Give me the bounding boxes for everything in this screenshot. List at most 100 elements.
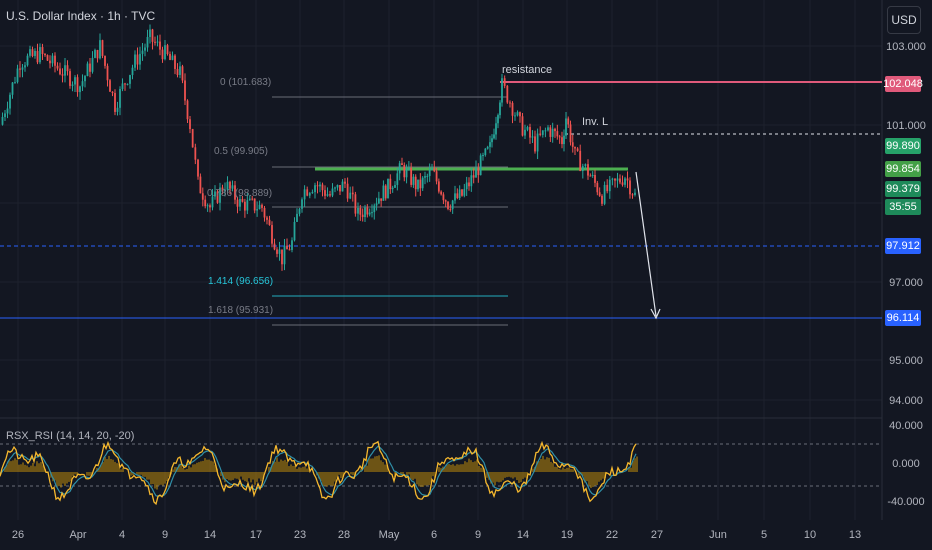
rsi-histogram-bar: [556, 466, 558, 472]
rsi-histogram-bar: [600, 472, 602, 481]
rsi-histogram-bar: [408, 472, 410, 475]
candle-body: [451, 200, 454, 210]
x-tick-label: 10: [804, 529, 816, 541]
rsi-histogram-bar: [446, 464, 448, 472]
candle-body: [503, 78, 506, 86]
rsi-histogram-bar: [588, 472, 590, 486]
candle-body: [519, 112, 521, 117]
candle-body: [64, 65, 66, 76]
candle-body: [251, 198, 254, 200]
price-tag: 35:55: [885, 199, 921, 215]
currency-button[interactable]: USD: [887, 6, 921, 34]
candle-body: [549, 127, 552, 137]
candle-body: [146, 36, 149, 48]
rsi-histogram-bar: [418, 472, 420, 487]
candle-body: [336, 185, 339, 188]
rsi-histogram-bar: [334, 472, 336, 482]
rsi-histogram-bar: [236, 472, 238, 479]
rsi-histogram-bar: [332, 472, 334, 486]
candle-body: [216, 191, 219, 203]
rsi-histogram-bar: [188, 465, 190, 472]
rsi-histogram-bar: [18, 464, 20, 472]
candle-body: [444, 200, 447, 202]
rsi-histogram-bar: [510, 472, 512, 478]
candle-body: [174, 55, 176, 69]
rsi-histogram-bar: [154, 472, 156, 489]
rsi-histogram-bar: [122, 467, 124, 472]
rsi-histogram-bar: [230, 472, 232, 481]
rsi-histogram-bar: [34, 466, 36, 472]
rsi-histogram-bar: [186, 468, 188, 472]
x-tick-label: 9: [475, 529, 481, 541]
rsi-histogram-bar: [420, 472, 422, 487]
x-tick-label: 19: [561, 529, 573, 541]
candle-body: [149, 29, 151, 37]
rsi-histogram-bar: [454, 465, 456, 472]
candle-body: [634, 192, 636, 195]
rsi-histogram-bar: [450, 464, 452, 472]
candle-body: [101, 40, 104, 56]
rsi-histogram-bar: [566, 467, 568, 472]
rsi-histogram-bar: [118, 464, 120, 472]
rsi-histogram-bar: [108, 455, 110, 472]
rsi-histogram-bar: [162, 472, 164, 486]
rsi-histogram-bar: [220, 472, 222, 476]
candle-body: [191, 129, 194, 148]
rsi-histogram-bar: [206, 459, 208, 472]
candle-body: [361, 214, 364, 218]
rsi-histogram-bar: [68, 472, 70, 482]
x-tick-label: Apr: [69, 529, 86, 541]
invalidation-label: Inv. L: [582, 116, 609, 128]
rsi-histogram-bar: [496, 472, 498, 482]
candle-body: [373, 205, 376, 213]
rsi-histogram-bar: [116, 463, 118, 472]
rsi-histogram-bar: [190, 467, 192, 472]
rsi-histogram-bar: [538, 461, 540, 472]
rsi-histogram-bar: [198, 462, 200, 472]
rsi-histogram-bar: [192, 464, 194, 472]
candle-body: [514, 115, 516, 117]
candle-body: [319, 184, 321, 187]
candle-body: [521, 116, 524, 136]
y-tick-label: 103.000: [886, 41, 926, 53]
rsi-histogram-bar: [524, 472, 526, 478]
candle-body: [29, 49, 31, 56]
candle-body: [334, 187, 336, 189]
candle-body: [414, 176, 417, 190]
candle-body: [221, 187, 224, 192]
rsi-histogram-bar: [406, 472, 408, 475]
rsi-tick-label: 0.000: [892, 458, 920, 470]
rsi-histogram-bar: [494, 472, 496, 486]
x-tick-label: Jun: [709, 529, 727, 541]
rsi-histogram-bar: [330, 472, 332, 486]
rsi-histogram-bar: [276, 457, 278, 472]
y-tick-label: 101.000: [886, 120, 926, 132]
candle-body: [329, 194, 331, 196]
candle-body: [186, 100, 189, 120]
candle-body: [114, 92, 116, 112]
rsi-histogram-bar: [152, 472, 154, 485]
candle-body: [389, 178, 392, 190]
x-tick-label: 5: [761, 529, 767, 541]
rsi-histogram-bar: [430, 472, 432, 483]
candle-body: [558, 136, 561, 138]
candle-body: [236, 199, 239, 207]
rsi-histogram-bar: [288, 466, 290, 472]
candle-body: [454, 193, 456, 201]
rsi-histogram-bar: [74, 472, 76, 475]
candle-body: [161, 49, 164, 60]
candle-body: [428, 170, 431, 177]
rsi-histogram-bar: [166, 472, 168, 482]
rsi-histogram-bar: [130, 472, 132, 476]
rsi-histogram-bar: [20, 464, 22, 472]
candle-body: [461, 189, 463, 196]
candle-body: [601, 195, 603, 204]
rsi-histogram-bar: [38, 463, 40, 472]
candle-body: [426, 176, 429, 178]
candle-body: [166, 45, 169, 55]
candle-body: [1, 116, 4, 125]
rsi-histogram-bar: [342, 472, 344, 477]
rsi-histogram-bar: [532, 468, 534, 472]
rsi-histogram-bar: [72, 472, 74, 476]
